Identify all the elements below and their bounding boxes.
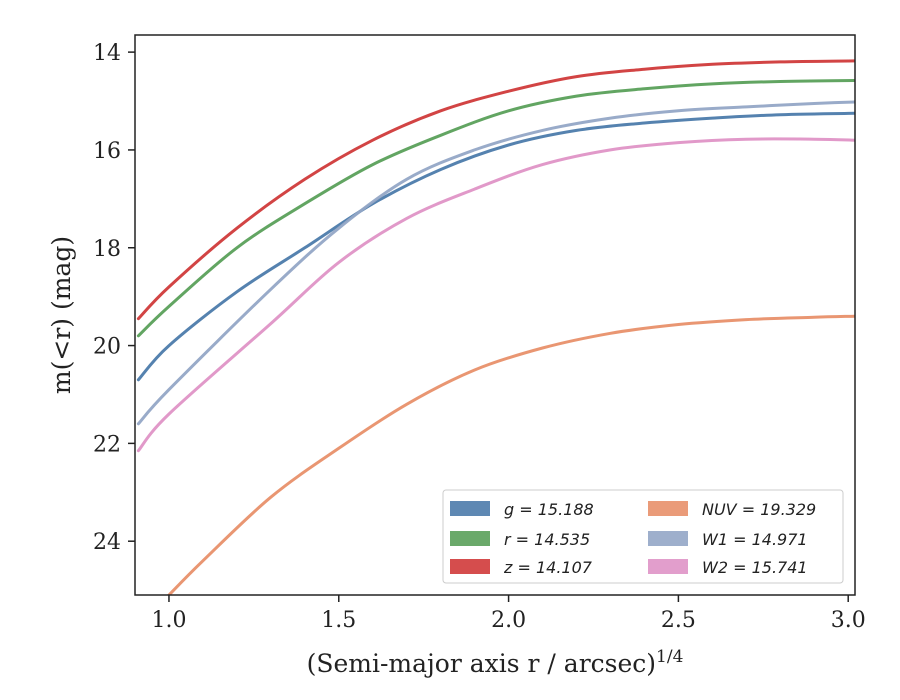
y-tick-label: 14 xyxy=(93,41,121,66)
x-axis-label: (Semi-major axis r / arcsec)1/4 xyxy=(307,647,684,678)
legend-label-5: W2 = 15.741 xyxy=(702,558,808,577)
x-tick-label: 2.5 xyxy=(661,608,696,633)
ticks-layer: 1.0 1.5 2.0 2.5 3.0 14 16 18 20 22 24 xyxy=(93,41,866,633)
plot-frame xyxy=(134,34,856,596)
y-tick-label: 24 xyxy=(93,530,121,555)
legend-label-4: W1 = 14.971 xyxy=(702,530,808,549)
legend-box xyxy=(442,489,844,584)
series-line-1 xyxy=(136,79,855,338)
legend-swatch-4 xyxy=(648,531,688,546)
series-line-0 xyxy=(136,111,855,382)
series-line-5 xyxy=(136,137,855,453)
series-layer xyxy=(136,59,855,595)
legend-label-3: NUV = 19.329 xyxy=(702,500,816,519)
legend-swatch-0 xyxy=(450,501,490,516)
x-tick-label: 1.0 xyxy=(151,608,186,633)
y-tick-label: 22 xyxy=(93,432,121,457)
x-tick-label: 3.0 xyxy=(831,608,866,633)
y-axis-label: m(<r) (mag) xyxy=(47,236,76,394)
legend-label-1: r = 14.535 xyxy=(504,530,590,549)
legend: g = 15.188 r = 14.535 z = 14.107 NUV = 19.3… xyxy=(442,489,844,584)
series-line-3 xyxy=(167,314,855,595)
legend-swatch-3 xyxy=(648,501,688,516)
y-tick-label: 20 xyxy=(93,335,121,360)
legend-label-0: g = 15.188 xyxy=(504,500,594,519)
x-tick-label: 2.0 xyxy=(491,608,526,633)
series-line-2 xyxy=(136,59,855,321)
y-tick-label: 16 xyxy=(93,139,121,164)
legend-swatch-2 xyxy=(450,559,490,574)
legend-swatch-1 xyxy=(450,531,490,546)
legend-swatch-5 xyxy=(648,559,688,574)
series-line-4 xyxy=(136,100,855,426)
x-tick-label: 1.5 xyxy=(321,608,356,633)
legend-label-2: z = 14.107 xyxy=(503,558,593,577)
y-tick-label: 18 xyxy=(93,237,121,262)
x-axis-label-superscript: 1/4 xyxy=(656,647,683,667)
